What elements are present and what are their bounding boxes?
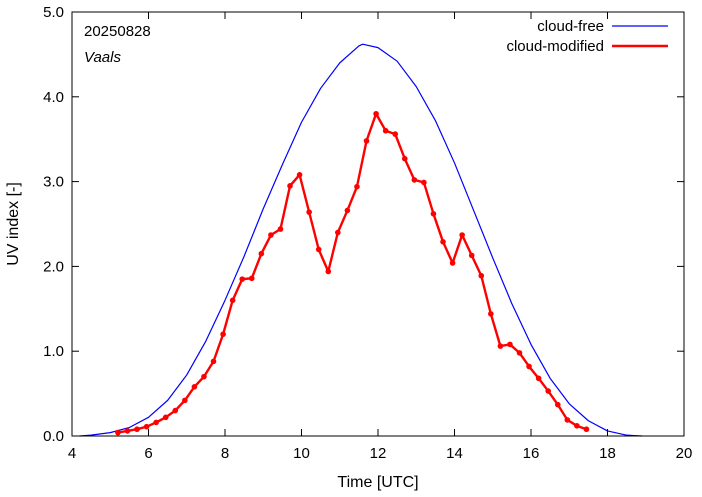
data-point-cloud-modified [220,331,226,338]
data-point-cloud-modified [239,276,246,282]
data-point-cloud-modified [258,250,265,257]
x-tick-label: 20 [676,445,693,462]
data-point-cloud-modified [468,252,475,259]
ticks-layer: 4 6 8 10 12 14 16 18 20 0.0 1.0 2.0 3.0 4.0 5.0 [43,4,692,462]
data-point-cloud-modified [382,127,389,134]
data-point-cloud-modified [191,384,198,390]
data-point-cloud-modified [201,373,207,380]
data-point-cloud-modified [354,183,360,190]
series-layer [79,43,642,437]
data-point-cloud-modified [162,414,169,421]
legend-label-cloud-free: cloud-free [537,18,604,35]
data-point-cloud-modified [153,419,159,426]
data-point-cloud-modified [392,131,399,137]
x-tick-label: 4 [68,445,76,462]
x-tick-label: 16 [523,445,540,462]
data-point-cloud-modified [440,239,446,245]
data-point-cloud-modified [421,179,427,186]
data-point-cloud-modified [478,272,485,279]
data-point-cloud-modified [306,209,312,215]
data-point-cloud-modified [248,275,255,282]
x-tick-label: 10 [293,445,310,462]
data-point-cloud-modified [564,417,571,423]
x-axis-label: Time [UTC] [337,474,418,491]
data-point-cloud-modified [315,246,322,253]
data-point-cloud-modified [172,407,179,414]
y-tick-label: 1.0 [43,343,64,360]
data-point-cloud-modified [229,297,236,304]
data-point-cloud-modified [526,363,532,370]
data-point-cloud-modified [143,423,150,430]
series-line-cloud-free [79,43,642,437]
data-point-cloud-modified [497,343,504,349]
plot-frame [71,11,685,437]
data-point-cloud-modified [574,423,580,429]
data-point-cloud-modified [545,388,552,394]
data-point-cloud-modified [124,428,131,434]
data-point-cloud-modified [554,401,561,408]
data-point-cloud-modified [335,229,341,236]
data-point-cloud-modified [134,426,140,433]
data-point-cloud-modified [115,429,121,436]
x-tick-label: 14 [446,445,463,462]
data-point-cloud-modified [449,260,456,266]
y-tick-label: 0.0 [43,428,64,445]
annotation-date: 20250828 [84,23,151,40]
data-point-cloud-modified [363,138,370,144]
x-tick-label: 18 [599,445,616,462]
data-point-cloud-modified [277,226,284,232]
legend-label-cloud-modified: cloud-modified [506,38,604,55]
data-point-cloud-modified [516,350,523,356]
data-point-cloud-modified [268,232,274,238]
data-point-cloud-modified [344,207,351,214]
data-point-cloud-modified [373,110,379,117]
y-tick-label: 3.0 [43,174,64,191]
y-tick-label: 2.0 [43,258,64,275]
data-point-cloud-modified [535,375,542,382]
data-point-cloud-modified [430,211,437,217]
y-tick-label: 4.0 [43,89,64,106]
x-tick-label: 12 [370,445,387,462]
data-point-cloud-modified [583,426,590,433]
data-point-cloud-modified [488,311,494,317]
data-point-cloud-modified [287,183,293,189]
annotation-location: Vaals [84,49,121,66]
data-point-cloud-modified [459,232,465,238]
y-axis-label: UV index [-] [5,182,22,266]
y-tick-label: 5.0 [43,4,64,21]
data-point-cloud-modified [296,172,303,178]
data-point-cloud-modified [411,177,418,183]
data-point-cloud-modified [401,155,408,162]
x-tick-label: 6 [144,445,152,462]
data-point-cloud-modified [210,358,217,365]
data-point-cloud-modified [182,397,188,404]
x-tick-label: 8 [221,445,229,462]
data-point-cloud-modified [507,341,513,348]
data-point-cloud-modified [325,268,332,275]
legend: cloud-free cloud-modified [506,18,668,55]
